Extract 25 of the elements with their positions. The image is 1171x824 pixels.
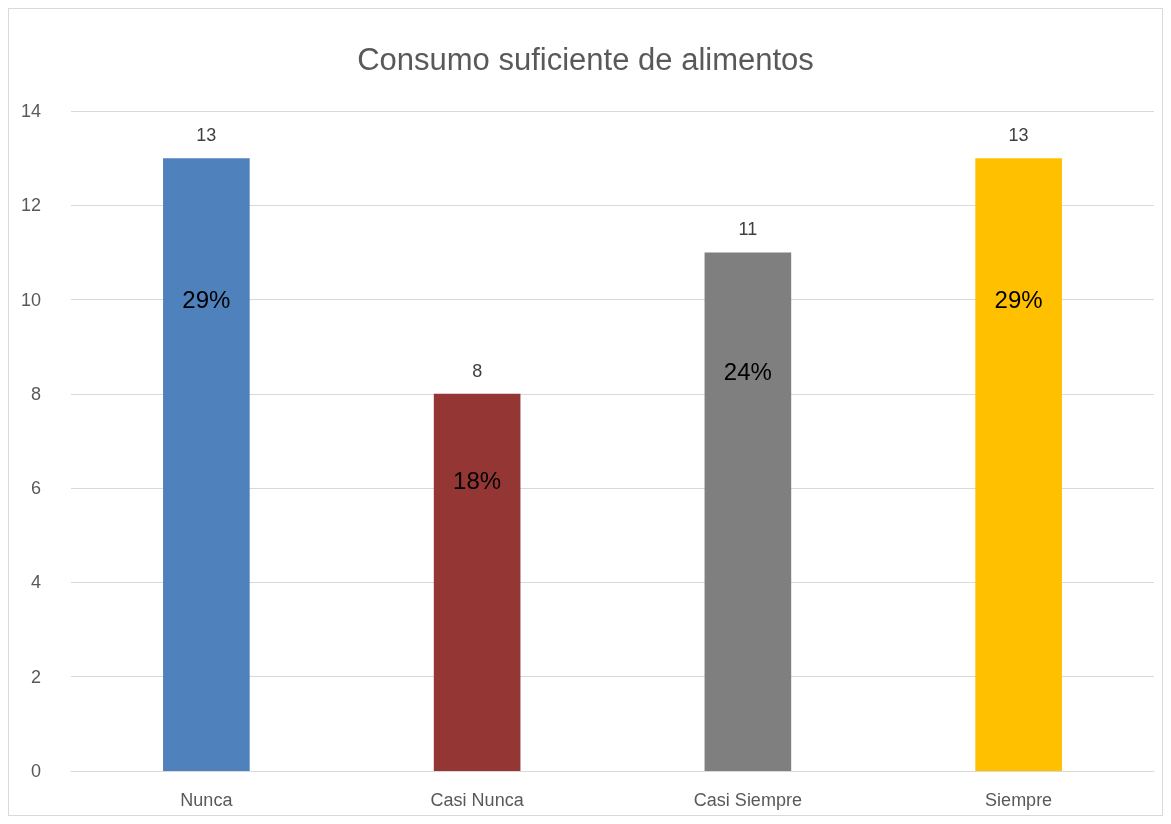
bar — [704, 252, 792, 771]
data-label: 8 — [472, 360, 483, 381]
data-label: 13 — [196, 125, 217, 146]
data-label: 13 — [1008, 125, 1029, 146]
y-tick-label: 12 — [20, 195, 41, 216]
bar — [163, 158, 250, 771]
y-tick-label: 6 — [30, 478, 41, 499]
y-tick-label: 14 — [20, 101, 41, 121]
chart-title: Consumo suficiente de alimentos — [357, 42, 814, 77]
annotation: 29% — [994, 285, 1043, 313]
y-tick-label: 8 — [30, 383, 41, 404]
annotation: 18% — [453, 467, 502, 495]
x-tick-label: Siempre — [985, 790, 1053, 810]
x-tick-label: Nunca — [180, 790, 234, 810]
bar — [975, 158, 1062, 771]
annotation: 29% — [182, 285, 231, 313]
y-tick-label: 10 — [20, 289, 41, 310]
x-tick-label: Casi Siempre — [693, 790, 802, 810]
y-tick-label: 0 — [30, 761, 41, 781]
y-tick-label: 4 — [30, 572, 41, 593]
y-tick-label: 2 — [30, 666, 41, 687]
bar — [433, 393, 521, 771]
annotation: 24% — [723, 358, 772, 386]
data-label: 11 — [738, 219, 758, 240]
x-tick-label: Casi Nunca — [430, 790, 525, 810]
